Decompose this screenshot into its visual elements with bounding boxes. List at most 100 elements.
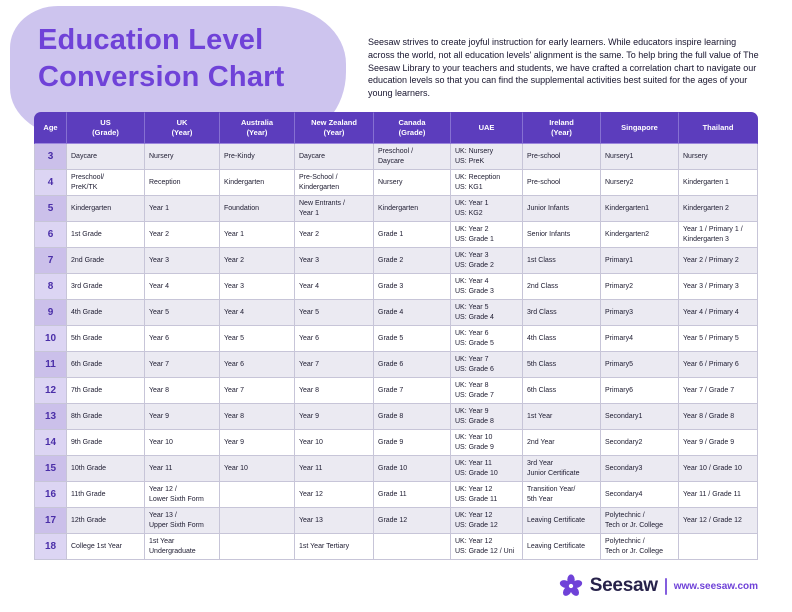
grade-cell: Year 6 xyxy=(295,326,374,352)
grade-cell: Year 6 xyxy=(220,352,295,378)
column-header: UK (Year) xyxy=(145,112,220,144)
grade-cell xyxy=(220,482,295,508)
grade-cell: Leaving Certificate xyxy=(523,534,601,560)
table-row: 13 8th Grade Year 9 Year 8 Year 9 Grade 8 UK: … xyxy=(34,404,758,430)
grade-cell: Grade 3 xyxy=(374,274,451,300)
grade-cell: Year 10 / Grade 10 xyxy=(679,456,758,482)
grade-cell: Year 12 xyxy=(295,482,374,508)
grade-cell: Year 5 xyxy=(145,300,220,326)
grade-cell: Primary6 xyxy=(601,378,679,404)
grade-cell: 1st Year xyxy=(523,404,601,430)
brand-wordmark: Seesaw xyxy=(589,575,658,596)
grade-cell: Year 3 xyxy=(145,248,220,274)
grade-cell: 1st Year Undergraduate xyxy=(145,534,220,560)
grade-cell: UK: Year 11 US: Grade 10 xyxy=(451,456,523,482)
grade-cell: Foundation xyxy=(220,196,295,222)
grade-cell: New Entrants / Year 1 xyxy=(295,196,374,222)
column-header: Singapore xyxy=(601,112,679,144)
grade-cell: Kindergarten1 xyxy=(601,196,679,222)
grade-cell: Polytechnic / Tech or Jr. College xyxy=(601,508,679,534)
grade-cell: Grade 7 xyxy=(374,378,451,404)
table-row: 8 3rd Grade Year 4 Year 3 Year 4 Grade 3 UK: Y… xyxy=(34,274,758,300)
grade-cell: Year 5 xyxy=(295,300,374,326)
grade-cell: Kindergarten xyxy=(374,196,451,222)
grade-cell: 1st Grade xyxy=(67,222,145,248)
grade-cell: Year 2 xyxy=(295,222,374,248)
grade-cell: 7th Grade xyxy=(67,378,145,404)
table-row: 7 2nd Grade Year 3 Year 2 Year 3 Grade 2 UK: Y… xyxy=(34,248,758,274)
grade-cell: Year 5 xyxy=(220,326,295,352)
grade-cell: Nursery2 xyxy=(601,170,679,196)
table-row: 11 6th Grade Year 7 Year 6 Year 7 Grade 6 UK: … xyxy=(34,352,758,378)
grade-cell: Grade 2 xyxy=(374,248,451,274)
grade-cell: 4th Class xyxy=(523,326,601,352)
grade-cell: Year 8 xyxy=(145,378,220,404)
website-link[interactable]: www.seesaw.com xyxy=(673,580,758,592)
grade-cell: UK: Year 3 US: Grade 2 xyxy=(451,248,523,274)
grade-cell: Senior Infants xyxy=(523,222,601,248)
age-cell: 8 xyxy=(34,274,67,300)
table-row: 14 9th Grade Year 10 Year 9 Year 10 Grade 9 UK… xyxy=(34,430,758,456)
table-row: 10 5th Grade Year 6 Year 5 Year 6 Grade 5 UK: … xyxy=(34,326,758,352)
grade-cell: Year 12 / Grade 12 xyxy=(679,508,758,534)
age-cell: 3 xyxy=(34,144,67,170)
grade-cell: Year 3 xyxy=(295,248,374,274)
column-header: Age xyxy=(34,112,67,144)
grade-cell: 1st Class xyxy=(523,248,601,274)
grade-cell: Transition Year/ 5th Year xyxy=(523,482,601,508)
grade-cell: Nursery xyxy=(374,170,451,196)
grade-cell: Junior Infants xyxy=(523,196,601,222)
conversion-table-body: 3 Daycare Nursery Pre-Kindy Daycare Preschool… xyxy=(34,144,758,560)
grade-cell: Primary5 xyxy=(601,352,679,378)
grade-cell: Year 11 / Grade 11 xyxy=(679,482,758,508)
grade-cell: 4th Grade xyxy=(67,300,145,326)
grade-cell: Preschool/ PreK/TK xyxy=(67,170,145,196)
grade-cell: Kindergarten 2 xyxy=(679,196,758,222)
grade-cell: Year 1 xyxy=(220,222,295,248)
age-cell: 11 xyxy=(34,352,67,378)
grade-cell: 11th Grade xyxy=(67,482,145,508)
column-header: Australia (Year) xyxy=(220,112,295,144)
conversion-table-element: Age US (Grade) UK (Year) Australia (Year) New Z… xyxy=(34,112,758,560)
grade-cell: UK: Reception US: KG1 xyxy=(451,170,523,196)
age-cell: 12 xyxy=(34,378,67,404)
age-cell: 15 xyxy=(34,456,67,482)
grade-cell: Year 11 xyxy=(295,456,374,482)
grade-cell: Year 1 xyxy=(145,196,220,222)
grade-cell: Grade 6 xyxy=(374,352,451,378)
column-header: Thailand xyxy=(679,112,758,144)
age-cell: 4 xyxy=(34,170,67,196)
grade-cell: Year 9 xyxy=(295,404,374,430)
footer: Seesaw www.seesaw.com xyxy=(559,574,758,598)
column-header: UAE xyxy=(451,112,523,144)
grade-cell: 5th Grade xyxy=(67,326,145,352)
grade-cell: UK: Nursery US: PreK xyxy=(451,144,523,170)
age-cell: 17 xyxy=(34,508,67,534)
grade-cell: 3rd Year Junior Certificate xyxy=(523,456,601,482)
grade-cell xyxy=(220,508,295,534)
grade-cell: Kindergarten xyxy=(220,170,295,196)
grade-cell: Year 11 xyxy=(145,456,220,482)
grade-cell: Year 3 xyxy=(220,274,295,300)
grade-cell: Secondary3 xyxy=(601,456,679,482)
grade-cell: UK: Year 1 US: KG2 xyxy=(451,196,523,222)
grade-cell xyxy=(220,534,295,560)
grade-cell: UK: Year 5 US: Grade 4 xyxy=(451,300,523,326)
grade-cell: Year 1 / Primary 1 / Kindergarten 3 xyxy=(679,222,758,248)
column-header: US (Grade) xyxy=(67,112,145,144)
table-row: 18 College 1st Year 1st Year Undergraduate… xyxy=(34,534,758,560)
grade-cell: UK: Year 10 US: Grade 9 xyxy=(451,430,523,456)
conversion-table: Age US (Grade) UK (Year) Australia (Year) New Z… xyxy=(34,112,758,560)
age-cell: 9 xyxy=(34,300,67,326)
grade-cell: 2nd Grade xyxy=(67,248,145,274)
grade-cell: UK: Year 9 US: Grade 8 xyxy=(451,404,523,430)
grade-cell: Grade 12 xyxy=(374,508,451,534)
table-row: 5 Kindergarten Year 1 Foundation New Entrant… xyxy=(34,196,758,222)
grade-cell: Reception xyxy=(145,170,220,196)
table-row: 6 1st Grade Year 2 Year 1 Year 2 Grade 1 UK: Y… xyxy=(34,222,758,248)
grade-cell: UK: Year 6 US: Grade 5 xyxy=(451,326,523,352)
grade-cell: Year 10 xyxy=(295,430,374,456)
grade-cell xyxy=(679,534,758,560)
age-cell: 6 xyxy=(34,222,67,248)
grade-cell: 12th Grade xyxy=(67,508,145,534)
